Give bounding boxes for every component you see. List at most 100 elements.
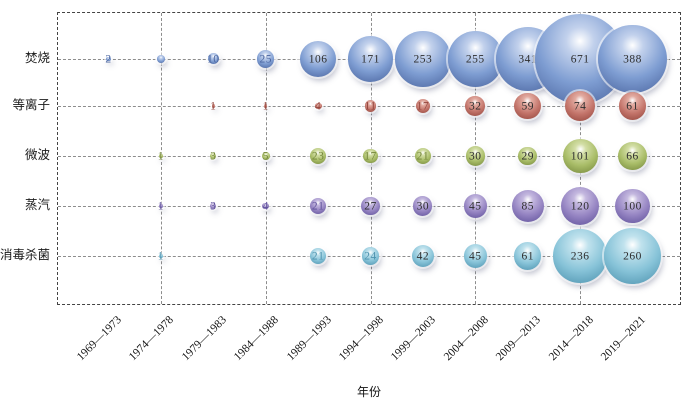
bubble-value: 11 bbox=[364, 99, 377, 112]
bubble-蒸汽-2 bbox=[210, 202, 217, 209]
bubble-value: 66 bbox=[626, 149, 639, 162]
bubble-value: 671 bbox=[570, 52, 590, 65]
bubble-微波-10 bbox=[618, 141, 647, 171]
bubble-value: 27 bbox=[364, 199, 377, 212]
bubble-等离子-7 bbox=[465, 96, 486, 116]
bubble-value: 253 bbox=[413, 52, 433, 65]
bubble-value: 4 bbox=[314, 99, 322, 112]
bubble-value: 1 bbox=[262, 99, 269, 112]
bubble-等离子-2 bbox=[211, 104, 216, 108]
bubble-value: 101 bbox=[570, 149, 590, 162]
bubble-焚烧-7 bbox=[447, 31, 504, 87]
x-tick-label: 2019—2021 bbox=[598, 314, 648, 364]
bubble-value: 21 bbox=[416, 149, 430, 162]
bubble-蒸汽-1 bbox=[159, 204, 163, 208]
plot-area: 2 10 25 106 171 253 255 341 671 388 1 1 4 11 17 32 59 74 6… bbox=[57, 12, 681, 305]
x-tick-label: 1999—2003 bbox=[389, 314, 439, 364]
bubble-蒸汽-5 bbox=[361, 196, 380, 216]
bubble-消毒杀菌-10 bbox=[604, 227, 661, 285]
bubble-微波-8 bbox=[518, 146, 538, 166]
bubble-蒸汽-3 bbox=[262, 202, 270, 210]
x-axis-title: 年份 bbox=[356, 385, 381, 399]
bubble-消毒杀菌-9 bbox=[553, 229, 607, 283]
bubble-value: 10 bbox=[207, 52, 220, 65]
bubble-焚烧-3 bbox=[257, 50, 275, 68]
x-tick-label: 1994—1998 bbox=[336, 314, 386, 364]
bubble-蒸汽-6 bbox=[413, 196, 433, 216]
bubble-value: 17 bbox=[364, 149, 377, 162]
bubble-蒸汽-7 bbox=[463, 194, 487, 218]
x-tick-label: 1979—1983 bbox=[179, 314, 229, 364]
bubble-value: 236 bbox=[570, 249, 590, 262]
bubble-value: 100 bbox=[623, 199, 642, 212]
bubble-焚烧-6 bbox=[395, 31, 451, 87]
bubble-value: 1 bbox=[157, 199, 165, 212]
bubble-value: 21 bbox=[311, 199, 325, 212]
x-tick-label: 1984—1988 bbox=[232, 314, 282, 364]
x-tick-label: 1974—1978 bbox=[127, 314, 177, 364]
bubble-等离子-8 bbox=[514, 92, 542, 120]
bubble-微波-3 bbox=[261, 152, 270, 160]
y-axis-label: 等离子 bbox=[12, 98, 50, 112]
bubble-value: 74 bbox=[573, 99, 587, 112]
bubble-value: 388 bbox=[623, 52, 642, 65]
bubble-等离子-9 bbox=[565, 91, 596, 121]
bubble-蒸汽-9 bbox=[561, 186, 600, 226]
bubble-等离子-10 bbox=[618, 92, 647, 120]
bubble-微波-2 bbox=[210, 152, 217, 159]
bubble-微波-7 bbox=[465, 146, 485, 166]
y-axis-label: 微波 bbox=[24, 148, 50, 162]
bubble-消毒杀菌-6 bbox=[411, 244, 435, 268]
bubble-焚烧-10 bbox=[598, 24, 667, 94]
bubble-焚烧-5 bbox=[347, 36, 394, 82]
bubble-焚烧-2 bbox=[207, 53, 219, 65]
bubble-value: 32 bbox=[469, 99, 482, 112]
bubble-蒸汽-4 bbox=[310, 198, 327, 214]
bubble-微波-9 bbox=[562, 138, 598, 174]
bubble-value: 59 bbox=[521, 99, 534, 112]
bubble-微波-1 bbox=[159, 154, 163, 158]
bubble-微波-5 bbox=[363, 148, 378, 164]
bubble-value: 30 bbox=[469, 149, 482, 162]
bubble-value: 29 bbox=[521, 149, 534, 162]
bubble-value: 106 bbox=[308, 52, 328, 65]
bubble-焚烧-4 bbox=[300, 41, 336, 77]
bubble-value: 23 bbox=[311, 149, 325, 162]
bubble-消毒杀菌-7 bbox=[463, 244, 487, 268]
bubble-value: 24 bbox=[364, 249, 377, 262]
bubble-value: 61 bbox=[626, 99, 639, 112]
bubble-value: 3 bbox=[210, 149, 217, 162]
bubble-value: 45 bbox=[469, 249, 482, 262]
bubble-value: 5 bbox=[262, 149, 269, 162]
x-tick-label: 2004—2008 bbox=[441, 314, 491, 364]
bubble-微波-6 bbox=[414, 148, 431, 164]
gridline-vertical bbox=[160, 13, 162, 304]
bubble-焚烧-1 bbox=[157, 55, 165, 63]
bubble-value: 30 bbox=[416, 199, 430, 212]
bubble-value: 45 bbox=[469, 199, 482, 212]
bubble-value: 85 bbox=[521, 199, 534, 212]
bubble-value: 42 bbox=[416, 249, 430, 262]
bubble-等离子-3 bbox=[263, 104, 268, 108]
bubble-value: 25 bbox=[259, 52, 272, 65]
bubble-value: 21 bbox=[311, 249, 325, 262]
bubble-消毒杀菌-4 bbox=[310, 248, 327, 264]
bubble-value: 1 bbox=[157, 149, 165, 162]
x-tick-label: 1989—1993 bbox=[284, 314, 334, 364]
bubble-蒸汽-8 bbox=[511, 189, 544, 223]
bubble-value: 1 bbox=[157, 249, 165, 262]
bubble-等离子-4 bbox=[314, 102, 322, 110]
y-axis-label: 蒸汽 bbox=[24, 198, 50, 212]
bubble-value: 2 bbox=[105, 52, 112, 65]
bubble-value: 3 bbox=[210, 199, 217, 212]
bubble-value: 4 bbox=[262, 199, 269, 212]
bubble-value: 171 bbox=[361, 52, 380, 65]
y-axis-label: 焚烧 bbox=[24, 51, 50, 65]
bubble-蒸汽-10 bbox=[615, 188, 650, 224]
bubble-value: 17 bbox=[416, 99, 430, 112]
bubble-value: 255 bbox=[465, 52, 485, 65]
bubble-消毒杀菌-5 bbox=[361, 247, 380, 265]
x-tick-label: 1969—1973 bbox=[74, 314, 124, 364]
bubble-value: 260 bbox=[623, 249, 642, 262]
